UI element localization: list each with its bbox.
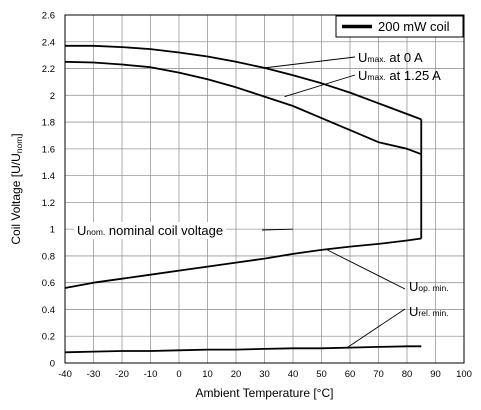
y-tick-label: 1.8 xyxy=(42,118,55,129)
annotation-group: Urel. min. xyxy=(346,304,449,348)
y-tick-label: 1 xyxy=(50,225,55,236)
x-tick-label: 80 xyxy=(402,369,413,380)
y-axis-label-subscript: nom xyxy=(14,137,24,154)
annotation-leader xyxy=(326,249,406,290)
annotation-group: Umax. at 1.25 A xyxy=(284,68,441,98)
annotation-text: nominal coil voltage xyxy=(105,223,223,238)
plot-frame xyxy=(64,14,465,364)
y-tick-label: 1.6 xyxy=(42,144,55,155)
x-tick-label: -30 xyxy=(87,369,101,380)
x-tick-label: -20 xyxy=(115,369,129,380)
series-uopmin xyxy=(64,237,422,289)
y-tick-label: 0 xyxy=(50,359,55,370)
x-tick-label: 20 xyxy=(231,369,242,380)
annotation-subscript: nom. xyxy=(86,227,105,237)
annotation-label: Uop. min. xyxy=(409,279,449,294)
y-tick-label: 0.2 xyxy=(42,332,55,343)
x-tick-label: 90 xyxy=(430,369,441,380)
annotation-subscript: max. xyxy=(367,72,385,82)
annotation-leader xyxy=(284,74,356,98)
series-umax125 xyxy=(64,60,422,156)
y-tick-label: 2.2 xyxy=(42,64,55,75)
annotation-leader xyxy=(264,56,356,69)
y-tick-label: 0.4 xyxy=(42,305,55,316)
annotation-label: Urel. min. xyxy=(409,304,449,319)
x-tick-label: 100 xyxy=(456,369,472,380)
annotation-label: Umax. at 0 A xyxy=(358,50,423,65)
annotation-label: Unom. nominal coil voltage xyxy=(77,223,223,238)
annotation-symbol: U xyxy=(77,223,86,238)
x-tick-label: 50 xyxy=(316,369,327,380)
annotation-symbol: U xyxy=(358,68,367,83)
legend-label: 200 mW coil xyxy=(378,19,450,34)
x-tick-label: 60 xyxy=(345,369,356,380)
annotation-text: at 1.25 A xyxy=(386,68,441,83)
annotation-symbol: U xyxy=(409,279,418,294)
annotation-text: at 0 A xyxy=(386,50,423,65)
annotation-subscript: max. xyxy=(367,54,385,64)
series-urelmin xyxy=(64,345,422,354)
x-tick-label: 10 xyxy=(202,369,213,380)
x-tick-label: 0 xyxy=(176,369,181,380)
y-tick-label: 1.2 xyxy=(42,198,55,209)
x-tick-label: 70 xyxy=(373,369,384,380)
y-axis-label: Coil Voltage [U/Unom] xyxy=(9,133,24,244)
annotation-background xyxy=(74,222,227,239)
x-tick-label: -10 xyxy=(144,369,158,380)
annotation-leader xyxy=(261,228,294,231)
annotation-symbol: U xyxy=(358,50,367,65)
y-tick-label: 0.6 xyxy=(42,278,55,289)
annotation-leader xyxy=(346,308,406,348)
y-tick-label: 0.8 xyxy=(42,251,55,262)
annotation-group: Uop. min. xyxy=(326,249,449,294)
annotation-label: Umax. at 1.25 A xyxy=(358,68,441,83)
annotation-subscript: rel. min. xyxy=(418,308,448,318)
series-umax0 xyxy=(65,44,422,121)
annotation-group: Unom. nominal coil voltage xyxy=(74,222,294,239)
x-tick-label: 30 xyxy=(259,369,270,380)
y-tick-label: 2.6 xyxy=(42,11,55,22)
x-tick-label: 40 xyxy=(288,369,299,380)
y-axis-label-close: ] xyxy=(9,133,23,136)
y-tick-label: 2 xyxy=(50,91,55,102)
y-tick-label: 2.4 xyxy=(42,37,55,48)
y-axis-label-main: Coil Voltage [U/U xyxy=(9,153,23,244)
annotation-symbol: U xyxy=(409,304,418,319)
y-tick-label: 1.4 xyxy=(42,171,55,182)
x-axis-label: Ambient Temperature [°C] xyxy=(196,386,334,400)
legend: 200 mW coil xyxy=(335,15,464,38)
annotation-group: Umax. at 0 A xyxy=(264,50,423,69)
annotation-subscript: op. min. xyxy=(418,283,448,293)
legend-box xyxy=(335,15,464,38)
x-tick-label: -40 xyxy=(58,369,72,380)
